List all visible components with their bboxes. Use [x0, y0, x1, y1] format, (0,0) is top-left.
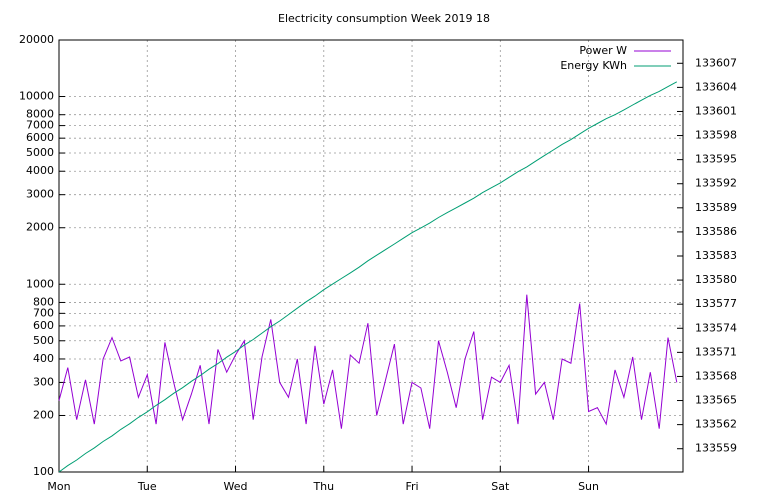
legend-label: Power W	[579, 44, 627, 57]
y-tick-label: 20000	[19, 33, 54, 46]
y2-tick-label: 133595	[695, 153, 737, 166]
y2-tick-label: 133589	[695, 201, 737, 214]
y-tick-label: 700	[33, 306, 54, 319]
x-tick-label: Mon	[47, 480, 70, 493]
y2-tick-label: 133574	[695, 321, 737, 334]
y-tick-label: 600	[33, 319, 54, 332]
y-tick-label: 3000	[26, 188, 54, 201]
y-tick-label: 4000	[26, 164, 54, 177]
x-tick-label: Fri	[405, 480, 418, 493]
y2-tick-label: 133568	[695, 369, 737, 382]
y2-tick-label: 133592	[695, 177, 737, 190]
y2-tick-label: 133577	[695, 297, 737, 310]
y2-tick-label: 133580	[695, 273, 737, 286]
y-tick-label: 7000	[26, 119, 54, 132]
series-line	[58, 294, 678, 429]
chart-title: Electricity consumption Week 2019 18	[278, 12, 490, 25]
y-tick-label: 6000	[26, 131, 54, 144]
y-tick-label: 300	[33, 375, 54, 388]
y2-tick-label: 133604	[695, 80, 737, 93]
y-tick-label: 100	[33, 465, 54, 478]
series-line	[58, 81, 678, 473]
y-tick-label: 8000	[26, 108, 54, 121]
y-tick-label: 5000	[26, 146, 54, 159]
x-tick-label: Tue	[137, 480, 157, 493]
y2-tick-label: 133598	[695, 129, 737, 142]
y-tick-label: 200	[33, 408, 54, 421]
y2-tick-label: 133562	[695, 418, 737, 431]
y-tick-label: 500	[33, 334, 54, 347]
y2-tick-label: 133559	[695, 442, 737, 455]
y-tick-label: 10000	[19, 90, 54, 103]
x-tick-label: Wed	[224, 480, 248, 493]
y2-tick-label: 133571	[695, 345, 737, 358]
y2-tick-label: 133583	[695, 249, 737, 262]
y-tick-label: 2000	[26, 221, 54, 234]
x-tick-label: Thu	[312, 480, 334, 493]
y2-tick-label: 133565	[695, 394, 737, 407]
y-tick-label: 1000	[26, 277, 54, 290]
x-tick-label: Sun	[578, 480, 599, 493]
plot-frame	[58, 39, 684, 473]
x-tick-label: Sat	[491, 480, 510, 493]
y2-tick-label: 133586	[695, 225, 737, 238]
y-tick-label: 800	[33, 295, 54, 308]
y-tick-label: 400	[33, 352, 54, 365]
y2-tick-label: 133601	[695, 104, 737, 117]
legend-label: Energy KWh	[560, 59, 627, 72]
y2-tick-label: 133607	[695, 56, 737, 69]
